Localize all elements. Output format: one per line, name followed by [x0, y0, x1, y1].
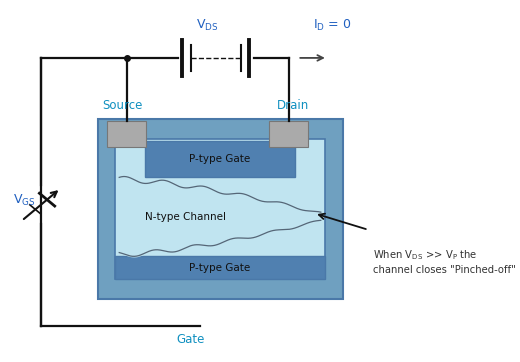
Bar [115, 256, 325, 279]
Bar [98, 119, 343, 299]
Bar [115, 139, 325, 279]
Bar [145, 141, 295, 177]
FancyBboxPatch shape [0, 0, 445, 362]
Text: P-type Gate: P-type Gate [189, 262, 251, 273]
Bar [269, 121, 308, 147]
Bar [107, 121, 146, 147]
Text: Drain: Drain [277, 99, 309, 112]
Text: Source: Source [102, 99, 142, 112]
Text: Gate: Gate [176, 333, 205, 346]
Text: N-type Channel: N-type Channel [145, 212, 226, 222]
Text: When V$_{\mathrm{DS}}$ >> V$_{\mathrm{P}}$ the
channel closes "Pinched-off": When V$_{\mathrm{DS}}$ >> V$_{\mathrm{P}… [373, 248, 516, 275]
Text: I$_{\mathrm{D}}$ = 0: I$_{\mathrm{D}}$ = 0 [313, 17, 351, 33]
Text: V$_{\mathrm{DS}}$: V$_{\mathrm{DS}}$ [196, 17, 218, 33]
Text: V$_{\mathrm{GS}}$: V$_{\mathrm{GS}}$ [13, 193, 35, 209]
Text: P-type Gate: P-type Gate [189, 154, 251, 164]
